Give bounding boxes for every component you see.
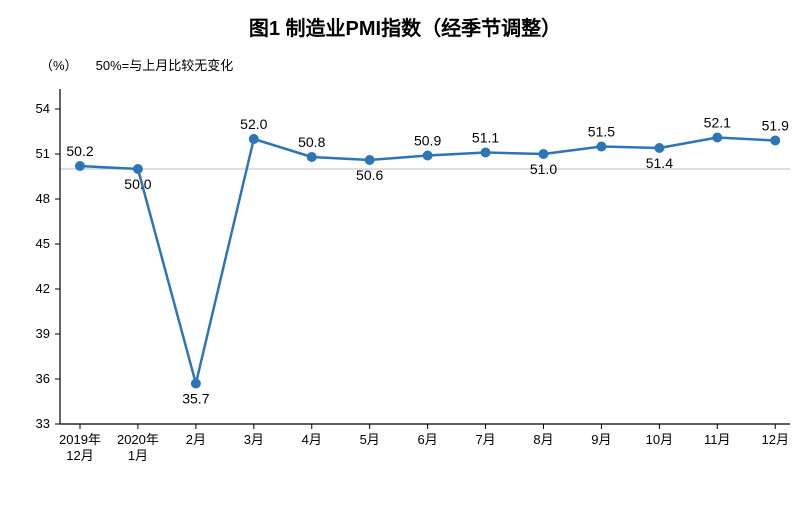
data-label: 50.9 <box>414 133 441 149</box>
data-point <box>249 134 259 144</box>
x-tick-label: 5月 <box>360 432 380 447</box>
x-tick-label: 4月 <box>302 432 322 447</box>
chart-area: 33363942454851542019年12月2020年1月2月3月4月5月6… <box>0 74 810 494</box>
data-label: 52.1 <box>704 115 731 131</box>
data-label: 50.8 <box>298 134 325 150</box>
y-unit-label: （%） <box>40 58 78 73</box>
data-label: 50.6 <box>356 167 383 183</box>
data-point <box>75 161 85 171</box>
data-point <box>481 148 491 158</box>
y-tick-label: 54 <box>36 101 50 116</box>
pmi-line <box>80 138 775 384</box>
data-label: 51.9 <box>762 118 789 134</box>
data-point <box>191 379 201 389</box>
x-tick-label: 2020年 <box>117 432 159 447</box>
data-label: 50.2 <box>66 143 93 159</box>
chart-subtitle: （%） 50%=与上月比较无变化 <box>0 41 810 74</box>
data-point <box>307 152 317 162</box>
y-tick-label: 48 <box>36 191 50 206</box>
data-point <box>423 151 433 161</box>
data-label: 50.0 <box>124 176 151 192</box>
reference-note: 50%=与上月比较无变化 <box>96 58 234 73</box>
x-tick-label: 2月 <box>186 432 206 447</box>
data-label: 35.7 <box>182 391 209 407</box>
chart-title: 图1 制造业PMI指数（经季节调整） <box>0 0 810 41</box>
x-tick-label: 11月 <box>704 432 731 447</box>
x-tick-label: 3月 <box>244 432 264 447</box>
data-point <box>596 142 606 152</box>
x-tick-label: 12月 <box>762 432 789 447</box>
x-tick-label: 1月 <box>128 448 148 463</box>
data-point <box>365 155 375 165</box>
y-tick-label: 36 <box>36 371 50 386</box>
data-point <box>538 149 548 159</box>
y-tick-label: 39 <box>36 326 50 341</box>
x-tick-label: 6月 <box>418 432 438 447</box>
x-tick-label: 2019年 <box>59 432 101 447</box>
data-point <box>712 133 722 143</box>
x-tick-label: 9月 <box>591 432 611 447</box>
y-tick-label: 45 <box>36 236 50 251</box>
data-point <box>654 143 664 153</box>
data-label: 52.0 <box>240 116 267 132</box>
x-tick-label: 10月 <box>646 432 673 447</box>
line-chart-svg: 33363942454851542019年12月2020年1月2月3月4月5月6… <box>0 74 810 494</box>
data-label: 51.4 <box>646 155 673 171</box>
y-tick-label: 33 <box>36 416 50 431</box>
data-point <box>770 136 780 146</box>
x-tick-label: 12月 <box>66 448 93 463</box>
y-tick-label: 42 <box>36 281 50 296</box>
data-label: 51.5 <box>588 124 615 140</box>
x-tick-label: 7月 <box>475 432 495 447</box>
data-point <box>133 164 143 174</box>
data-label: 51.1 <box>472 130 499 146</box>
y-tick-label: 51 <box>36 146 50 161</box>
data-label: 51.0 <box>530 161 557 177</box>
x-tick-label: 8月 <box>533 432 553 447</box>
